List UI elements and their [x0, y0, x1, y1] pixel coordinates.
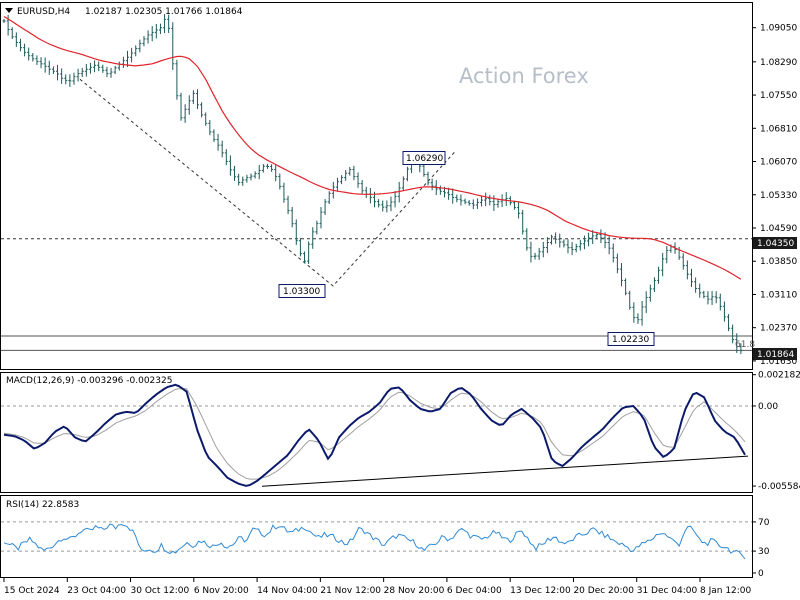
time-tick-label: 20 Dec 20:00	[573, 586, 634, 596]
time-tick-label: 6 Nov 20:00	[194, 586, 249, 596]
zigzag-line	[79, 78, 456, 287]
rsi-series	[1, 521, 752, 560]
annotation-high: 1.06290	[402, 151, 446, 165]
price-tick-label: 1.06810	[760, 124, 797, 134]
macd-title: MACD(12,26,9) -0.003296 -0.002325	[6, 376, 172, 386]
annotation-high-label: 1.06290	[406, 154, 443, 164]
dropdown-triangle-icon[interactable]	[5, 8, 13, 13]
time-tick-label: 23 Oct 04:00	[67, 586, 126, 596]
rsi-panel-frame	[0, 495, 753, 578]
macd-axis: 0.002182 0.00 -0.005584	[752, 371, 800, 492]
price-tick-label: 1.07550	[760, 91, 797, 101]
horizontal-level-label: 1.04350	[757, 239, 794, 249]
time-axis: 15 Oct 2024 23 Oct 04:00 30 Oct 12:00 6 Nov…	[3, 578, 752, 596]
ohlc-readout: 1.02187 1.02305 1.01766 1.01864	[85, 7, 243, 17]
time-tick-label: 8 Jan 12:00	[700, 586, 752, 596]
rsi-title: RSI(14) 22.8583	[6, 500, 79, 510]
moving-average	[3, 15, 742, 280]
watermark: Action Forex	[459, 64, 589, 88]
time-tick-label: 31 Dec 04:00	[637, 586, 698, 596]
macd-series	[1, 383, 752, 487]
price-tick-label: 1.04590	[760, 224, 797, 234]
annotation-low-1-label: 1.03300	[283, 287, 320, 297]
macd-trendline	[261, 455, 749, 487]
horizontal-level-box: 1.04350	[753, 237, 797, 249]
time-tick-label: 28 Nov 20:00	[384, 586, 445, 596]
price-tick-label: 1.02370	[760, 324, 797, 334]
annotation-low-2: 1.02230	[607, 332, 655, 346]
signal-line	[3, 388, 746, 480]
price-tick-label: 1.08290	[760, 58, 797, 68]
current-price-label: 1.01864	[757, 350, 794, 360]
candle-series	[2, 13, 743, 355]
time-tick-label: 15 Oct 2024	[4, 586, 60, 596]
time-tick-label: 6 Dec 04:00	[447, 586, 502, 596]
macd-tick-label: -0.005584	[758, 482, 800, 492]
rsi-tick-label: 70	[758, 518, 770, 528]
ma-line	[3, 15, 742, 280]
price-tick-label: 1.06070	[760, 158, 797, 168]
rsi-axis: 70 30 0	[752, 518, 770, 579]
annotation-low-2-label: 1.02230	[612, 335, 649, 345]
macd-panel-frame	[0, 372, 753, 493]
price-tick-label: 1.03110	[760, 290, 797, 300]
price-tick-label: 1.01630	[760, 357, 797, 367]
price-axis: 1.09050 1.08290 1.07550 1.06810 1.06070 1.053…	[752, 24, 797, 367]
price-panel-frame	[0, 2, 753, 370]
symbol-label: EURUSD,H4	[17, 7, 70, 17]
rsi-tick-label: 0	[758, 569, 764, 579]
current-price-box: 1.01864	[753, 348, 797, 360]
annotation-low-1: 1.03300	[278, 284, 326, 298]
macd-tick-label: 0.00	[758, 402, 778, 412]
price-tick-label: 1.03850	[760, 257, 797, 267]
price-tick-label: 1.05330	[760, 191, 797, 201]
macd-line	[3, 383, 746, 487]
zigzag-trendlines	[79, 78, 456, 287]
fib-level-label: 61.8	[735, 340, 755, 350]
price-tick-label: 1.09050	[760, 24, 797, 34]
time-tick-label: 30 Oct 12:00	[131, 586, 190, 596]
rsi-line	[3, 523, 746, 560]
time-tick-label: 21 Nov 12:00	[320, 586, 381, 596]
time-tick-label: 14 Nov 04:00	[257, 586, 318, 596]
macd-tick-label: 0.002182	[758, 371, 800, 381]
rsi-tick-label: 30	[758, 547, 770, 557]
time-tick-label: 13 Dec 12:00	[510, 586, 571, 596]
